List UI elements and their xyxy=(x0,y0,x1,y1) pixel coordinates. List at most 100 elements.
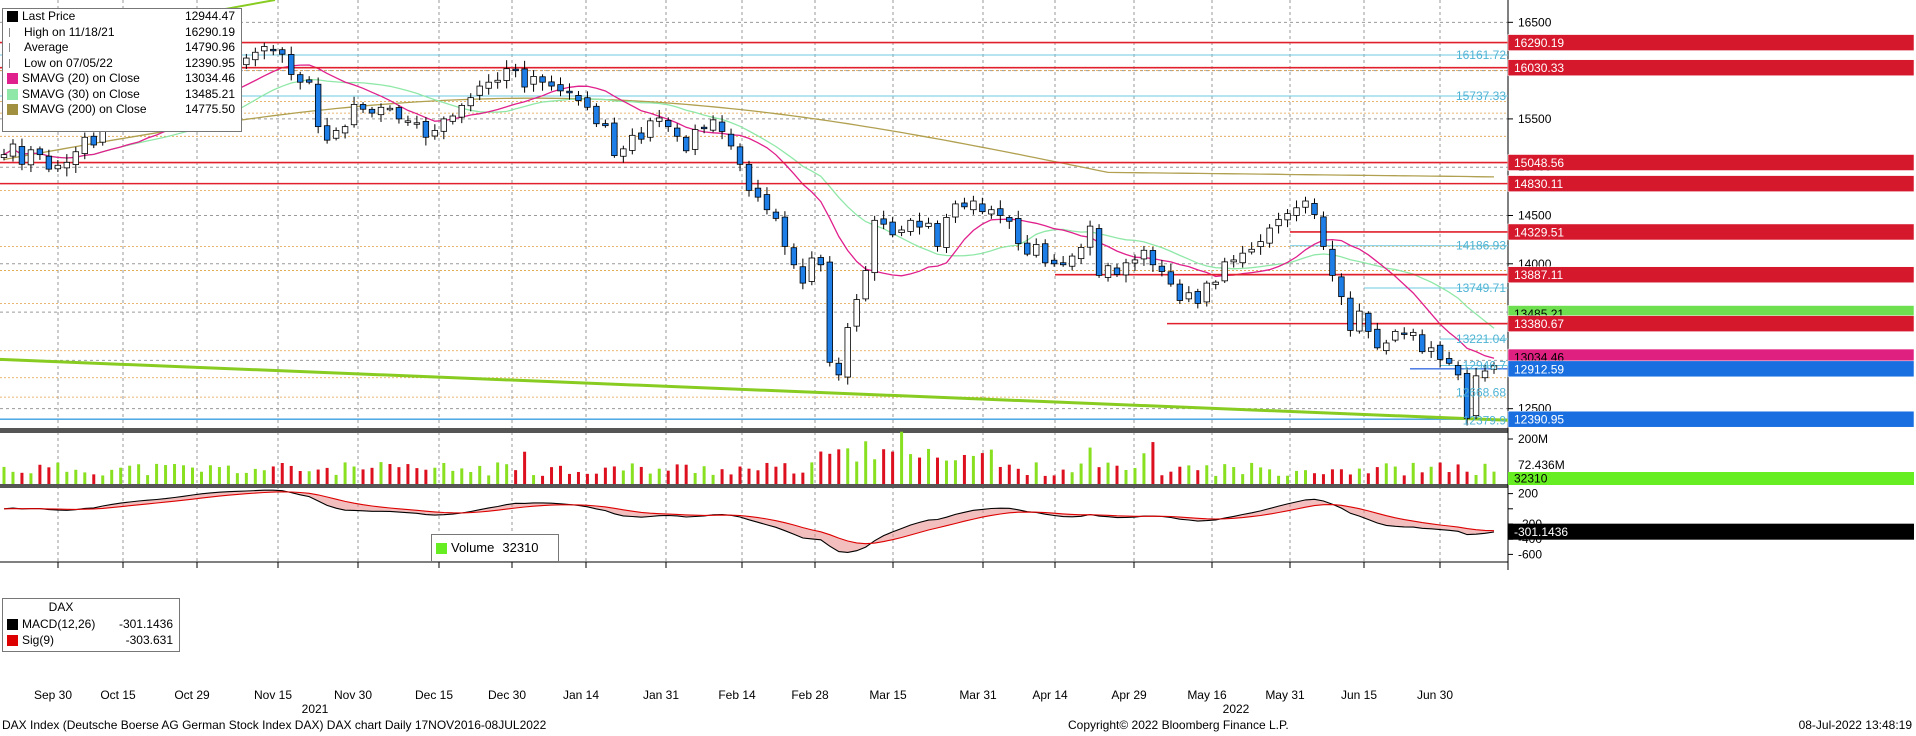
candle-up xyxy=(63,161,71,169)
volume-bar-down xyxy=(92,474,96,484)
volume-bar-up xyxy=(29,473,33,484)
volume-bar-up xyxy=(119,467,123,484)
volume-bar-down xyxy=(1097,467,1101,484)
candle-up xyxy=(458,104,465,118)
volume-bar-down xyxy=(756,470,760,484)
price-tag xyxy=(1507,154,1915,171)
x-tick-label: Oct 29 xyxy=(174,688,210,702)
candle-down xyxy=(1338,276,1345,298)
volume-bar-up xyxy=(460,468,464,484)
volume-bar-down xyxy=(684,464,688,484)
volume-bar-down xyxy=(361,469,365,484)
candle-down xyxy=(1419,334,1426,353)
candle-down xyxy=(1042,243,1049,264)
fib-label: 13221.04 xyxy=(1456,332,1506,346)
volume-bar-down xyxy=(603,467,607,484)
x-tick-label: Jan 14 xyxy=(563,688,599,702)
candle-down xyxy=(1194,291,1201,304)
candle-up xyxy=(1131,259,1139,264)
candle-down xyxy=(90,135,97,146)
candle-down xyxy=(718,121,726,132)
volume-bar-up xyxy=(217,467,221,484)
candle-down xyxy=(1024,242,1031,255)
candle-down xyxy=(566,90,573,94)
candle-down xyxy=(934,223,941,247)
volume-tag xyxy=(1508,472,1914,485)
volume-bar-up xyxy=(433,467,437,484)
price-tag-label: 13887.11 xyxy=(1514,268,1563,282)
candle-up xyxy=(1472,375,1480,417)
x-tick-label: Mar 15 xyxy=(869,688,907,702)
volume-tag-label: 32310 xyxy=(1514,472,1548,486)
candle-up xyxy=(656,117,663,122)
candle-down xyxy=(1454,365,1462,376)
volume-bar-up xyxy=(989,449,993,484)
candle-up xyxy=(261,46,268,52)
candle-up xyxy=(943,217,950,248)
macd-tag-label: -301.1436 xyxy=(1514,525,1568,539)
volume-bar-down xyxy=(1052,475,1056,484)
volume-bar-up xyxy=(451,470,455,484)
volume-bar-up xyxy=(199,471,203,484)
volume-bar-down xyxy=(1339,469,1343,484)
volume-bar-down xyxy=(1151,442,1155,484)
candle-down xyxy=(1329,248,1336,276)
volume-bar-up xyxy=(182,465,186,484)
volume-bar-down xyxy=(567,473,571,484)
volume-bar-down xyxy=(388,464,392,484)
candle-up xyxy=(476,85,483,96)
volume-bar-up xyxy=(164,465,168,484)
legend-row: Last Price 12944.47 xyxy=(3,9,241,25)
volume-bar-down xyxy=(1312,473,1316,484)
volume-bar-down xyxy=(406,464,410,484)
volume-bar-down xyxy=(1330,469,1334,484)
candle-down xyxy=(1374,328,1381,349)
volume-bar-down xyxy=(541,475,545,484)
candle-down xyxy=(835,362,842,376)
fib-label: 14186.93 xyxy=(1456,239,1506,253)
sma20-line xyxy=(3,64,1495,359)
volume-bar-up xyxy=(334,474,338,484)
candle-up xyxy=(494,79,501,83)
legend-label: Last Price xyxy=(22,9,76,23)
candle-down xyxy=(1167,271,1175,285)
volume-bar-down xyxy=(370,467,374,484)
candle-up xyxy=(871,219,878,274)
volume-bar-down xyxy=(1366,473,1370,484)
volume-bar-down xyxy=(1178,466,1182,484)
candle-down xyxy=(979,203,986,213)
price-tag xyxy=(1507,360,1915,378)
candle-up xyxy=(1266,227,1273,244)
candle-up xyxy=(1068,255,1076,267)
volume-bar-down xyxy=(594,473,598,484)
volume-bar-down xyxy=(828,453,832,484)
candle-down xyxy=(638,132,645,140)
volume-bar-down xyxy=(1025,475,1029,484)
macd-tick-label: 200 xyxy=(1518,487,1538,501)
candle-up xyxy=(485,81,492,89)
fib-label: 13749.71 xyxy=(1456,281,1506,295)
volume-bar-up xyxy=(208,465,212,484)
candle-up xyxy=(252,51,259,61)
x-tick-label: May 16 xyxy=(1187,688,1227,702)
volume-bar-up xyxy=(137,464,141,484)
legend-label: SMAVG (20) on Close xyxy=(22,71,140,85)
candle-up xyxy=(709,119,717,131)
candle-up xyxy=(1293,207,1300,216)
volume-bar-down xyxy=(1169,471,1173,484)
volume-bar-up xyxy=(379,462,383,484)
volume-bar-down xyxy=(882,449,886,484)
volume-bar-down xyxy=(774,466,778,484)
chart-title: DAX Index (Deutsche Boerse AG German Sto… xyxy=(2,718,547,732)
volume-bar-down xyxy=(1115,465,1119,484)
volume-bar-up xyxy=(657,468,661,484)
price-tag-label: 14830.11 xyxy=(1514,177,1563,191)
candle-down xyxy=(1095,228,1103,276)
volume-bar-up xyxy=(253,468,257,484)
volume-bar-down xyxy=(1420,472,1424,484)
volume-bar-down xyxy=(783,463,787,484)
candle-up xyxy=(1140,249,1148,260)
legend-label: High on 11/18/21 xyxy=(24,24,115,39)
volume-bar-down xyxy=(289,465,293,484)
